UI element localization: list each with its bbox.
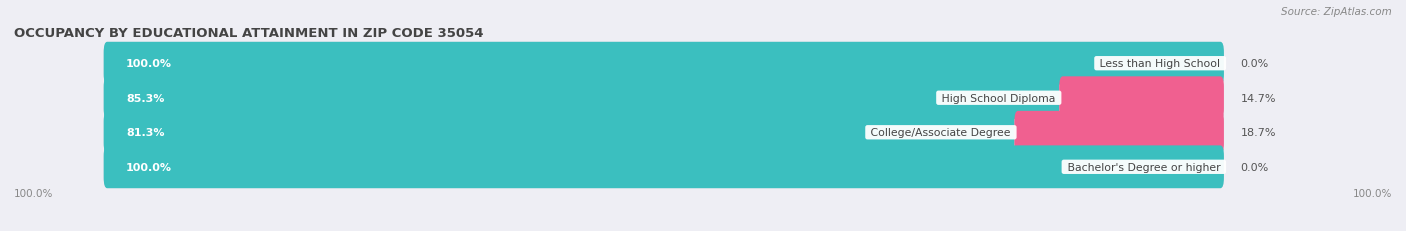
Text: 14.7%: 14.7% <box>1240 93 1277 103</box>
FancyBboxPatch shape <box>104 111 1223 154</box>
FancyBboxPatch shape <box>104 77 1223 120</box>
FancyBboxPatch shape <box>104 77 1059 120</box>
Text: 0.0%: 0.0% <box>1240 59 1270 69</box>
Text: OCCUPANCY BY EDUCATIONAL ATTAINMENT IN ZIP CODE 35054: OCCUPANCY BY EDUCATIONAL ATTAINMENT IN Z… <box>14 27 484 40</box>
FancyBboxPatch shape <box>104 43 1223 85</box>
Text: 18.7%: 18.7% <box>1240 128 1277 138</box>
Text: 0.0%: 0.0% <box>1240 162 1270 172</box>
Text: 100.0%: 100.0% <box>1353 188 1392 198</box>
Text: High School Diploma: High School Diploma <box>938 93 1059 103</box>
Text: College/Associate Degree: College/Associate Degree <box>868 128 1014 138</box>
Text: 100.0%: 100.0% <box>127 59 172 69</box>
Text: 85.3%: 85.3% <box>127 93 165 103</box>
FancyBboxPatch shape <box>104 43 1223 85</box>
FancyBboxPatch shape <box>104 146 1223 188</box>
FancyBboxPatch shape <box>104 146 1223 188</box>
Text: 81.3%: 81.3% <box>127 128 165 138</box>
Text: 100.0%: 100.0% <box>14 188 53 198</box>
Text: Source: ZipAtlas.com: Source: ZipAtlas.com <box>1281 7 1392 17</box>
Text: 100.0%: 100.0% <box>127 162 172 172</box>
Text: Bachelor's Degree or higher: Bachelor's Degree or higher <box>1064 162 1223 172</box>
FancyBboxPatch shape <box>1014 111 1223 154</box>
FancyBboxPatch shape <box>1059 77 1223 120</box>
FancyBboxPatch shape <box>104 111 1014 154</box>
Text: Less than High School: Less than High School <box>1097 59 1223 69</box>
